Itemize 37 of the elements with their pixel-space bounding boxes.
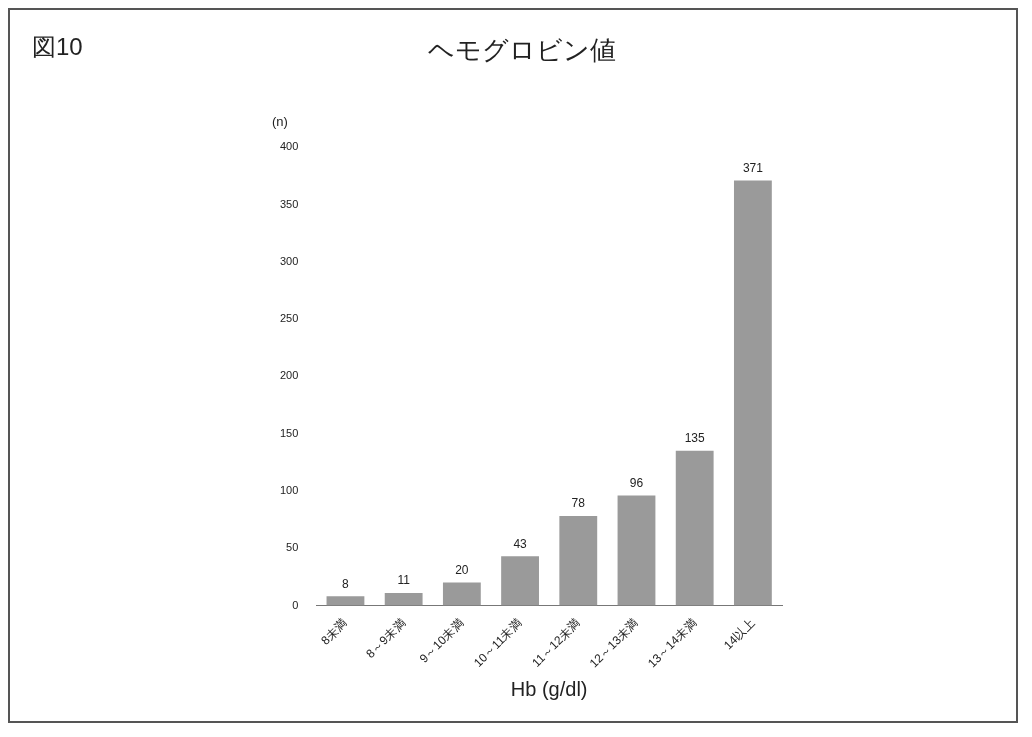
bar: [384, 592, 423, 606]
data-label: 78: [571, 496, 586, 511]
caption: 図10: [32, 32, 83, 60]
x-tick-label: 13～14未満: [644, 616, 700, 671]
x-tick-label: 9～10未満: [416, 616, 467, 666]
data-label: 11: [397, 573, 411, 588]
y-tick-label: 250: [279, 312, 299, 325]
x-tick-label: 10～11未満: [470, 616, 525, 670]
bar: [326, 596, 365, 606]
data-label: 371: [742, 160, 764, 175]
y-tick-label: 300: [279, 254, 299, 267]
bar: [559, 516, 598, 606]
x-tick-label: 12～13未満: [586, 616, 641, 671]
bar: [675, 450, 714, 606]
chart-title: ヘモグロビン値: [428, 34, 616, 65]
y-tick-label: 100: [279, 483, 299, 496]
data-label: 43: [513, 536, 528, 551]
y-tick-label: 150: [279, 426, 299, 439]
bar: [442, 582, 481, 606]
x-tick-label: 11～12未満: [529, 616, 583, 670]
data-label: 20: [455, 562, 469, 577]
x-tick-label: 8未満: [318, 616, 350, 648]
y-axis-title: (n): [272, 114, 288, 130]
y-tick-label: 200: [279, 369, 299, 382]
x-axis-title: Hb (g/dl): [510, 677, 588, 700]
data-label: 8: [342, 576, 350, 591]
y-tick-label: 400: [279, 140, 299, 153]
y-tick-label: 350: [279, 197, 299, 210]
bar: [733, 180, 772, 606]
data-label: 96: [629, 475, 644, 490]
x-tick-label: 14以上: [721, 616, 758, 653]
bar: [617, 495, 656, 606]
x-tick-label: 8～9未満: [363, 616, 409, 661]
y-tick-label: 0: [292, 598, 299, 611]
bar: [501, 556, 539, 606]
data-label: 135: [684, 431, 706, 446]
y-tick-label: 50: [286, 541, 299, 554]
